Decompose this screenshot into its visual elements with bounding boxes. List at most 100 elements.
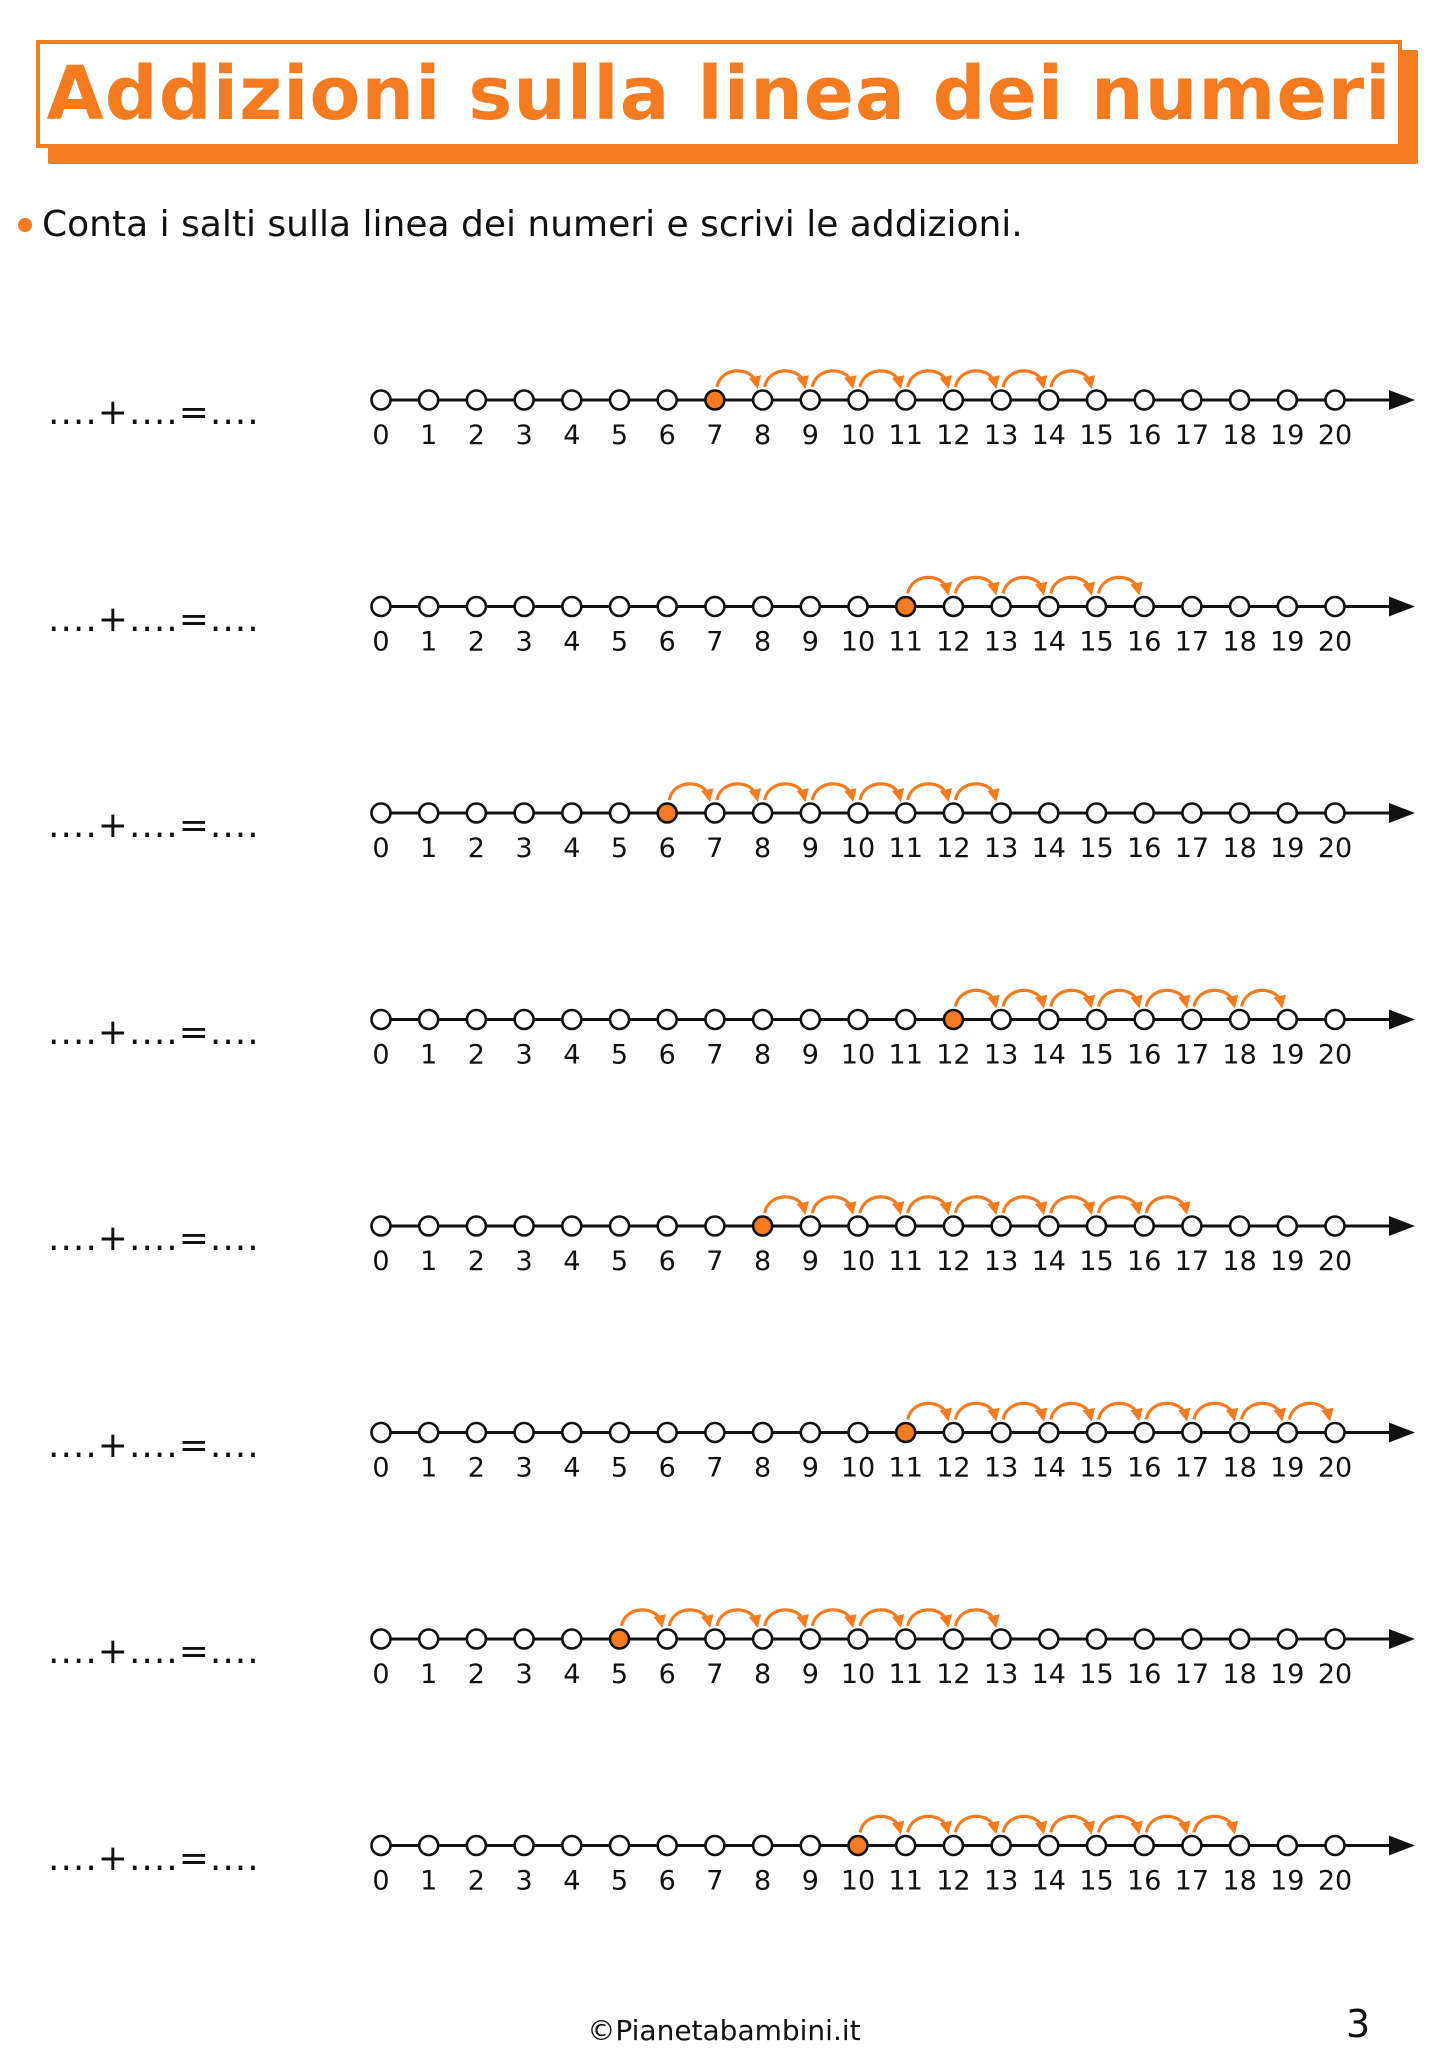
tick-circle — [608, 802, 631, 824]
tick-label: 2 — [468, 1866, 485, 1897]
tick-label: 5 — [611, 627, 628, 658]
tick-label: 13 — [984, 1659, 1018, 1690]
tick-circle — [1133, 1421, 1155, 1444]
tick-circle — [513, 1834, 535, 1857]
tick-circle — [751, 1628, 774, 1650]
tick-circle — [1276, 1628, 1299, 1650]
tick-circle — [513, 1215, 535, 1237]
jump-arrow — [953, 1195, 1000, 1215]
instruction: Conta i salti sulla linea dei numeri e s… — [18, 204, 1023, 245]
jump-arrow — [1001, 1814, 1048, 1835]
axis-arrow-icon — [1389, 1835, 1415, 1856]
jump-arrow — [953, 369, 1000, 389]
jump-arrow — [953, 782, 1000, 802]
page-title: Addizioni sulla linea dei numeri — [46, 51, 1392, 137]
jump-arrow — [715, 369, 762, 389]
tick-label: 2 — [468, 1659, 485, 1690]
tick-label: 3 — [516, 1866, 533, 1897]
equation-blank: ....+....=.... — [48, 1424, 260, 1466]
tick-circle — [656, 1008, 679, 1031]
tick-circle — [417, 389, 440, 411]
tick-label: 17 — [1175, 1040, 1209, 1071]
tick-circle — [560, 1834, 583, 1857]
tick-circle — [370, 1421, 392, 1444]
axis-arrow-icon — [1389, 803, 1415, 823]
tick-label: 14 — [1032, 1453, 1066, 1484]
tick-label: 17 — [1175, 627, 1209, 658]
tick-label: 8 — [754, 420, 771, 451]
tick-circle — [847, 1008, 869, 1031]
jump-arrow — [1096, 575, 1143, 596]
tick-circle — [1181, 389, 1203, 411]
tick-circle — [942, 1215, 965, 1237]
tick-label: 13 — [984, 1040, 1018, 1071]
footer-credit: ©Pianetabambini.it — [587, 2014, 861, 2047]
jump-arrow — [1096, 1401, 1143, 1422]
number-line-7: 0 1 2 3 4 5 6 7 8 9 10 11 12 13 14 15 16 17 18 19 20 — [370, 1608, 1415, 1690]
tick-label: 6 — [659, 627, 676, 658]
tick-label: 12 — [936, 1659, 970, 1690]
start-point — [704, 389, 726, 411]
tick-label: 14 — [1032, 1040, 1066, 1071]
tick-label: 2 — [468, 1246, 485, 1277]
tick-circle — [1085, 802, 1108, 824]
tick-label: 20 — [1318, 627, 1352, 658]
tick-circle — [847, 1215, 869, 1237]
tick-label: 18 — [1222, 1453, 1256, 1484]
number-line-1: 0 1 2 3 4 5 6 7 8 9 10 11 12 13 14 15 16 17 18 19 20 — [370, 369, 1415, 451]
tick-label: 3 — [516, 833, 533, 864]
tick-label: 15 — [1079, 1040, 1113, 1071]
tick-label: 13 — [984, 833, 1018, 864]
equation-blank: ....+....=.... — [48, 1011, 260, 1053]
number-line-6: 0 1 2 3 4 5 6 7 8 9 10 11 12 13 14 15 16 17 18 19 20 — [370, 1401, 1415, 1484]
start-point — [894, 1421, 917, 1444]
tick-circle — [1324, 1215, 1346, 1237]
tick-circle — [1276, 595, 1299, 618]
tick-circle — [1324, 1834, 1346, 1857]
tick-label: 7 — [706, 1040, 723, 1071]
tick-circle — [513, 1008, 535, 1031]
tick-circle — [608, 1421, 631, 1444]
tick-circle — [465, 595, 488, 618]
jump-arrow — [906, 369, 952, 389]
tick-label: 17 — [1175, 420, 1209, 451]
jump-arrow — [1192, 988, 1239, 1009]
tick-label: 6 — [659, 420, 676, 451]
tick-label: 20 — [1318, 833, 1352, 864]
tick-circle — [1276, 389, 1299, 411]
tick-circle — [656, 1834, 679, 1857]
axis-arrow-icon — [1389, 1629, 1415, 1649]
tick-label: 7 — [706, 1453, 723, 1484]
tick-label: 11 — [889, 1246, 923, 1277]
jump-arrow — [1240, 1401, 1286, 1422]
tick-label: 10 — [841, 1246, 875, 1277]
tick-label: 11 — [889, 627, 923, 658]
jump-arrow — [858, 782, 905, 802]
tick-circle — [1324, 802, 1346, 824]
tick-circle — [894, 1215, 917, 1237]
jump-arrow — [906, 575, 952, 596]
tick-circle — [990, 1421, 1012, 1444]
tick-circle — [942, 595, 965, 618]
jump-arrow — [1049, 575, 1096, 596]
tick-label: 3 — [516, 1453, 533, 1484]
tick-label: 7 — [706, 1246, 723, 1277]
tick-circle — [370, 1834, 392, 1857]
tick-label: 14 — [1032, 1246, 1066, 1277]
tick-circle — [1181, 1421, 1203, 1444]
tick-circle — [370, 595, 392, 618]
tick-label: 20 — [1318, 1246, 1352, 1277]
tick-circle — [1038, 1008, 1060, 1031]
tick-circle — [465, 1008, 488, 1031]
tick-label: 13 — [984, 1453, 1018, 1484]
jump-arrow — [1287, 1401, 1334, 1422]
tick-label: 8 — [754, 1659, 771, 1690]
tick-label: 13 — [984, 420, 1018, 451]
tick-circle — [704, 1215, 726, 1237]
tick-label: 11 — [889, 1453, 923, 1484]
tick-label: 1 — [420, 627, 437, 658]
tick-circle — [1038, 595, 1060, 618]
start-point — [847, 1834, 869, 1857]
tick-label: 15 — [1079, 1453, 1113, 1484]
tick-circle — [1085, 389, 1108, 411]
